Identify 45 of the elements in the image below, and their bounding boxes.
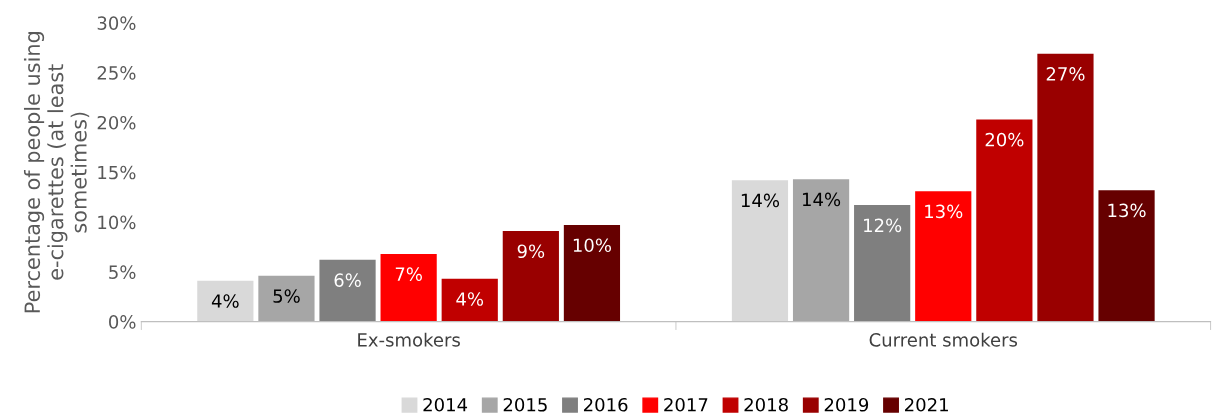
data-label: 9% bbox=[517, 244, 545, 259]
data-label: 13% bbox=[1108, 203, 1146, 218]
legend-label: 2015 bbox=[503, 397, 547, 412]
bar bbox=[915, 191, 972, 322]
legend-label: 2021 bbox=[905, 397, 948, 412]
y-tick-label: 10% bbox=[98, 215, 136, 230]
bar bbox=[854, 205, 911, 322]
y-tick-label: 15% bbox=[98, 165, 136, 180]
bar bbox=[1098, 190, 1155, 322]
y-tick-label: 25% bbox=[97, 66, 136, 80]
y-tick-label: 5% bbox=[109, 265, 136, 279]
bar bbox=[502, 230, 559, 322]
data-label: 14% bbox=[741, 193, 780, 208]
bar bbox=[731, 180, 789, 322]
bar bbox=[792, 179, 850, 322]
data-label: 20% bbox=[985, 132, 1024, 147]
y-axis-title: Percentage of people using e-cigarettes (at least sometimes) bbox=[23, 32, 90, 313]
y-tick-label: 0% bbox=[109, 315, 136, 329]
data-label: 7% bbox=[395, 267, 422, 281]
bar bbox=[258, 275, 315, 322]
legend-label: 2014 bbox=[423, 397, 468, 412]
bar bbox=[441, 278, 498, 322]
bar bbox=[1037, 53, 1094, 322]
y-tick-label: 20% bbox=[97, 115, 136, 130]
x-tick-label: Current smokers bbox=[869, 332, 1018, 347]
x-tick-label: Ex-smokers bbox=[358, 332, 460, 347]
bar bbox=[976, 119, 1033, 322]
data-label: 4% bbox=[211, 294, 239, 308]
bar bbox=[197, 280, 254, 322]
bar bbox=[563, 225, 621, 322]
legend-label: 2016 bbox=[583, 397, 628, 412]
data-label: 27% bbox=[1046, 67, 1085, 81]
legend-label: 2019 bbox=[824, 397, 869, 412]
data-label: 14% bbox=[802, 192, 841, 207]
data-label: 5% bbox=[273, 289, 300, 303]
data-label: 6% bbox=[334, 273, 361, 287]
legend-label: 2018 bbox=[744, 397, 788, 412]
legend-label: 2017 bbox=[664, 397, 708, 412]
y-tick-label: 30% bbox=[97, 16, 136, 30]
data-label: 12% bbox=[864, 218, 902, 233]
data-label: 4% bbox=[456, 292, 484, 306]
bar bbox=[319, 259, 376, 322]
data-label: 10% bbox=[573, 238, 612, 253]
bar bbox=[380, 253, 437, 322]
data-label: 13% bbox=[925, 204, 963, 219]
